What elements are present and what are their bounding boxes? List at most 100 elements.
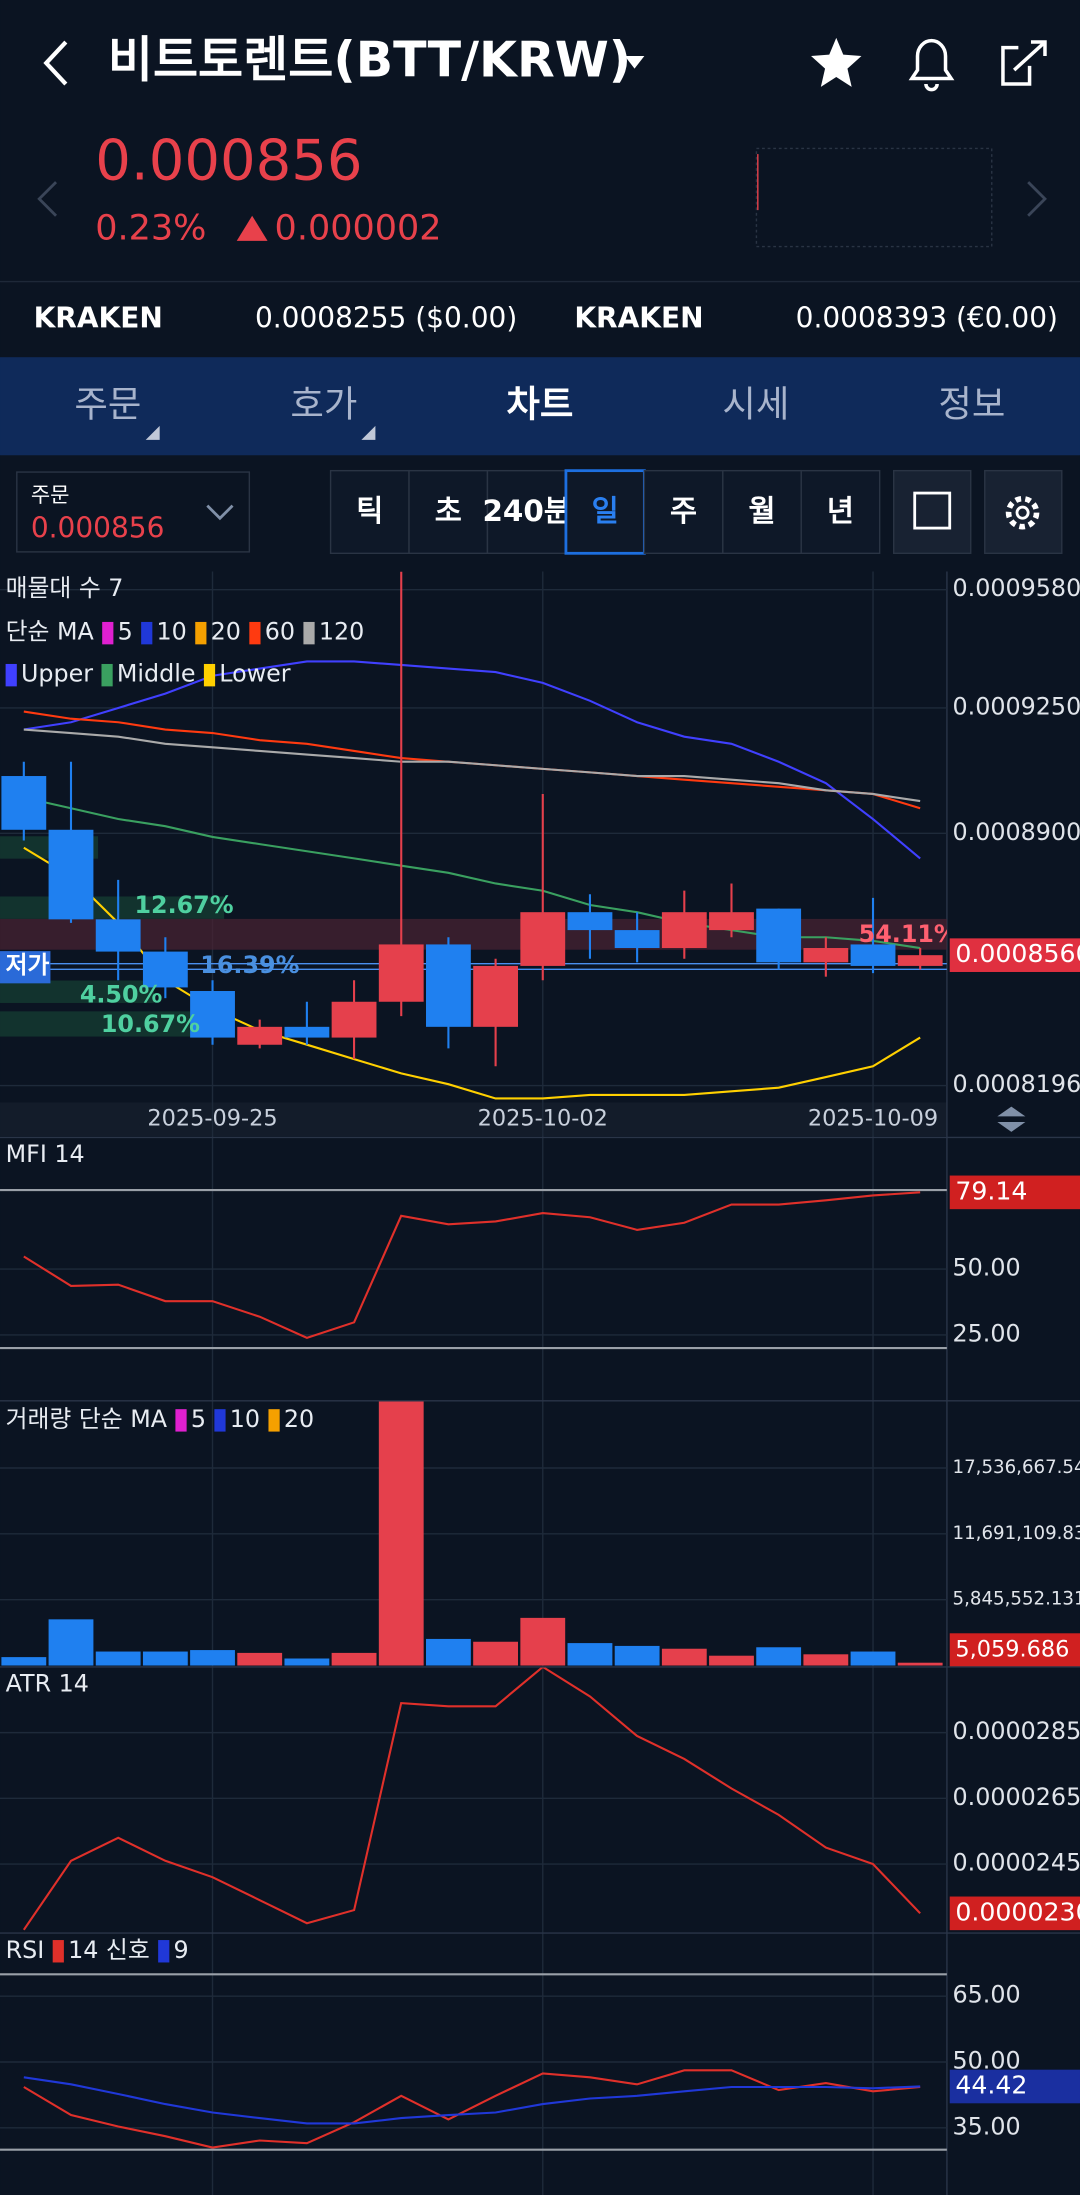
volume-bar: [426, 1638, 471, 1666]
favorite-icon[interactable]: [811, 37, 862, 87]
up-icon: [236, 215, 268, 241]
volume-bar: [237, 1652, 283, 1666]
legend-label: 120: [319, 618, 364, 646]
line: [23, 728, 921, 803]
candle-body: [237, 1026, 283, 1045]
current-value-tag: [949, 1896, 1080, 1931]
y-tick-label: 25.00: [953, 1319, 1021, 1347]
legend-label: 60: [265, 618, 295, 646]
legend-swatch: [195, 621, 207, 645]
tab[interactable]: 주문: [74, 383, 141, 426]
back-button[interactable]: [43, 40, 68, 86]
volume-bar: [473, 1641, 519, 1666]
volume-bar: [756, 1647, 802, 1666]
legend-label: 14 신호: [68, 1936, 150, 1964]
candle-body: [142, 951, 188, 988]
legend-label: 10: [157, 618, 187, 646]
volume-bar: [567, 1643, 613, 1666]
candle-body: [850, 944, 896, 966]
pane: [0, 1400, 947, 1666]
axis-toggle[interactable]: [997, 1122, 1026, 1132]
interval-label: 240분: [482, 494, 570, 528]
y-tick-label: 50.00: [953, 1254, 1021, 1282]
legend-swatch: [303, 621, 315, 645]
tab[interactable]: 정보: [938, 383, 1005, 426]
volume-bar: [284, 1658, 330, 1666]
exchange-name: KRAKEN: [574, 301, 703, 334]
exchange-price: 0.0008393 (€0.00): [796, 301, 1058, 334]
y-tick-label: 5,845,552.131: [953, 1589, 1080, 1610]
y-tick-label: 0.0009580: [953, 574, 1080, 602]
interval-button[interactable]: [643, 469, 724, 555]
settings-button[interactable]: [984, 469, 1063, 555]
tab[interactable]: 시세: [722, 383, 789, 426]
interval-label: 주: [670, 494, 697, 528]
settings-icon: [1015, 505, 1030, 520]
annotation: 4.50%: [80, 980, 163, 1008]
candle-body: [709, 912, 754, 931]
tab[interactable]: 호가: [290, 383, 357, 426]
next-button[interactable]: [1027, 181, 1047, 217]
annotation: 54.11%: [859, 920, 958, 948]
volume-bar: [95, 1651, 141, 1666]
legend-label: 20: [284, 1405, 314, 1433]
pane: [0, 1666, 947, 1931]
axis-toggle[interactable]: [997, 1106, 1026, 1117]
y-tick-label: 65.00: [953, 1981, 1021, 2009]
y-tick-label: 11,691,109.836: [953, 1523, 1080, 1544]
line: [22, 1666, 921, 1931]
interval-label: 월: [748, 494, 775, 528]
volume-bar: [48, 1619, 94, 1666]
order-box[interactable]: [16, 471, 251, 553]
y-tick-label: 0.0000245: [953, 1849, 1080, 1877]
prev-button[interactable]: [37, 181, 58, 217]
tab[interactable]: 차트: [506, 383, 573, 426]
indicator-title: ATR 14: [6, 1670, 89, 1698]
volume-bar: [897, 1662, 943, 1666]
legend-swatch: [203, 663, 216, 687]
y-tick-label: 0.0008900: [953, 818, 1080, 846]
share-icon[interactable]: [1001, 40, 1047, 86]
candle-body: [567, 912, 613, 931]
legend-swatch: [102, 621, 114, 645]
candle-body: [614, 930, 660, 949]
interval-button[interactable]: [800, 469, 881, 555]
legend-swatch: [214, 1409, 226, 1432]
candle-body: [756, 908, 802, 963]
current-value-tag: [949, 1175, 1080, 1210]
order-label: 주문: [31, 482, 70, 507]
legend-label: Upper: [21, 660, 93, 688]
layout-button[interactable]: [892, 469, 972, 555]
dropdown-icon[interactable]: [624, 56, 645, 69]
y-tick-label: 0.0009250: [953, 692, 1080, 720]
tab-bar: [0, 357, 1080, 456]
volume-profile: [0, 1011, 197, 1037]
candle-body: [803, 948, 849, 963]
legend-swatch: [249, 621, 261, 645]
volume-bar: [378, 1400, 424, 1666]
candle-body: [378, 944, 424, 1002]
legend-swatch: [5, 663, 17, 687]
settings-icon: [1005, 495, 1040, 530]
candle-body: [95, 919, 141, 952]
legend-swatch: [158, 1940, 170, 1963]
candle-body: [190, 991, 235, 1038]
alarm-icon[interactable]: [908, 38, 955, 92]
exchange-name: KRAKEN: [34, 301, 163, 334]
legend-label: 5: [191, 1405, 206, 1433]
current-value-label: 79.14: [955, 1176, 1027, 1205]
x-tick-label: 2025-10-02: [478, 1106, 608, 1132]
indicator-title: 매물대 수 7: [6, 574, 124, 602]
indicator-label: 단순 MA: [6, 618, 95, 646]
pane: 12.67% 16.39% 4.50%10.67% 54.11% 저가: [0, 571, 958, 1100]
interval-button[interactable]: [329, 469, 410, 555]
interval-label: 틱: [356, 494, 383, 528]
pane: [0, 1973, 947, 2151]
y-tick-label: 35.00: [953, 2112, 1021, 2140]
change-percent: 0.23%: [95, 209, 206, 249]
interval-button[interactable]: [486, 469, 567, 555]
order-dropdown[interactable]: [206, 504, 234, 521]
candle-body: [1, 776, 47, 830]
title[interactable]: 비트토렌트(BTT/KRW): [108, 31, 631, 89]
